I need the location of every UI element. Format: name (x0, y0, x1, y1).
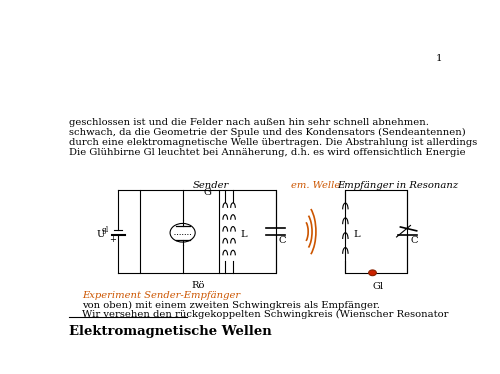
Text: Wir versehen den rückgekoppelten Schwingkreis (Wienscher Resonator: Wir versehen den rückgekoppelten Schwing… (82, 310, 448, 319)
Text: em. Welle: em. Welle (291, 181, 341, 190)
Text: C: C (278, 236, 286, 245)
Text: G: G (204, 188, 212, 197)
Text: Sender: Sender (192, 181, 229, 190)
Text: Rö: Rö (192, 280, 205, 289)
Text: Elektromagnetische Wellen: Elektromagnetische Wellen (68, 325, 272, 338)
Text: Die Glühbirne Gl leuchtet bei Annäherung, d.h. es wird offensichtlich Energie: Die Glühbirne Gl leuchtet bei Annäherung… (68, 148, 466, 157)
Text: gl: gl (102, 226, 110, 234)
Circle shape (368, 270, 376, 276)
Text: geschlossen ist und die Felder nach außen hin sehr schnell abnehmen.: geschlossen ist und die Felder nach auße… (68, 118, 428, 127)
Text: U: U (96, 230, 105, 239)
Text: schwach, da die Geometrie der Spule und des Kondensators (Sendeantennen): schwach, da die Geometrie der Spule und … (68, 128, 466, 137)
Bar (346, 190, 408, 273)
Text: +: + (109, 235, 116, 244)
Text: C: C (410, 236, 418, 245)
Text: durch eine elektromagnetische Welle übertragen. Die Abstrahlung ist allerdings: durch eine elektromagnetische Welle über… (68, 138, 477, 147)
Text: 1: 1 (436, 54, 442, 63)
Text: von oben) mit einem zweiten Schwingkreis als Empfänger.: von oben) mit einem zweiten Schwingkreis… (82, 301, 380, 310)
Text: L: L (241, 230, 248, 239)
Text: Empfänger in Resonanz: Empfänger in Resonanz (338, 181, 459, 190)
Text: Experiment Sender-Empfänger: Experiment Sender-Empfänger (82, 291, 240, 300)
Text: Gl: Gl (372, 282, 384, 291)
Bar (140, 190, 276, 273)
Text: L: L (353, 230, 360, 239)
